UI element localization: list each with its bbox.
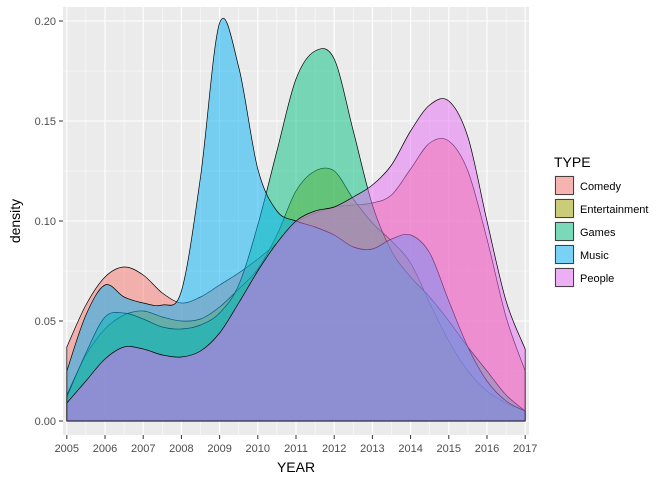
- x-tick-label: 2014: [398, 443, 422, 455]
- y-tick-label: 0.15: [35, 116, 56, 128]
- x-tick-label: 2007: [131, 443, 155, 455]
- legend: TYPE Comedy Entertainment Games Music People: [554, 154, 648, 288]
- legend-label-people: People: [580, 273, 614, 285]
- x-tick-label: 2009: [207, 443, 231, 455]
- legend-title: TYPE: [554, 154, 591, 170]
- x-axis: 2005 2006 2007 2008 2009 2010 2011 2012 2013 2014…: [55, 435, 537, 455]
- legend-swatch-games: [555, 222, 574, 241]
- legend-swatch-music: [555, 245, 574, 264]
- x-tick-label: 2016: [475, 443, 499, 455]
- legend-label-games: Games: [580, 227, 616, 239]
- y-axis: 0.00 0.05 0.10 0.15 0.20: [35, 16, 63, 428]
- x-tick-label: 2005: [55, 443, 79, 455]
- legend-label-comedy: Comedy: [580, 181, 621, 193]
- y-tick-label: 0.20: [35, 16, 56, 28]
- x-tick-label: 2006: [93, 443, 117, 455]
- density-area-people: [66, 98, 526, 422]
- legend-swatch-comedy: [555, 176, 574, 195]
- x-tick-label: 2015: [437, 443, 461, 455]
- y-tick-label: 0.10: [35, 216, 56, 228]
- y-tick-label: 0.05: [35, 316, 56, 328]
- x-tick-label: 2008: [169, 443, 193, 455]
- legend-label-entertainment: Entertainment: [580, 204, 648, 216]
- legend-label-music: Music: [580, 250, 609, 262]
- x-tick-label: 2010: [246, 443, 270, 455]
- x-tick-label: 2017: [513, 443, 537, 455]
- y-tick-label: 0.00: [35, 416, 56, 428]
- x-axis-title: YEAR: [277, 459, 315, 475]
- x-tick-label: 2012: [322, 443, 346, 455]
- y-axis-title: density: [7, 199, 23, 243]
- density-areas: [66, 17, 526, 422]
- legend-swatch-entertainment: [555, 199, 574, 218]
- legend-swatch-people: [555, 268, 574, 287]
- x-tick-label: 2011: [284, 443, 308, 455]
- x-tick-label: 2013: [360, 443, 384, 455]
